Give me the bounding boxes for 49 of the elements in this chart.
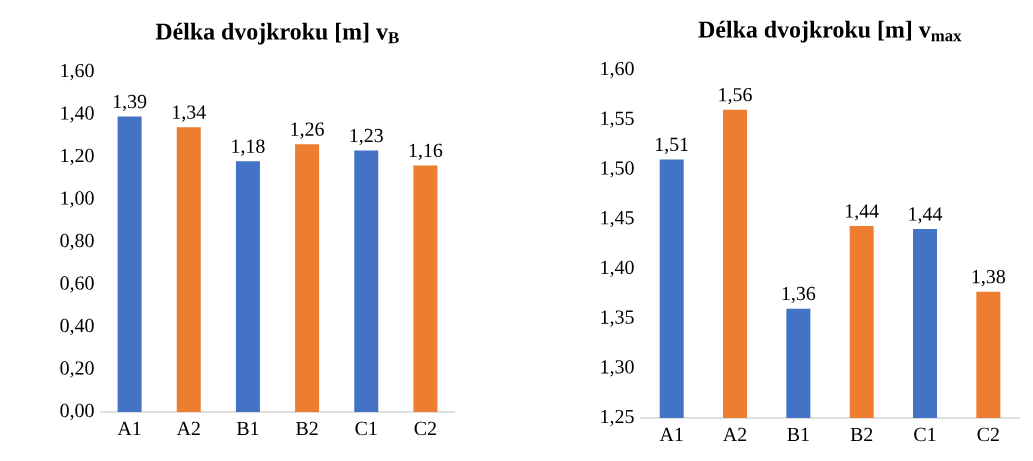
data-label: 1,56 <box>719 88 752 105</box>
y-tick-label: 1,30 <box>601 360 634 377</box>
y-tick-label: 1,50 <box>601 161 634 178</box>
bar <box>295 144 320 412</box>
data-label: 1,51 <box>655 137 688 154</box>
y-tick-label: 1,55 <box>601 111 634 128</box>
x-tick-label: A1 <box>659 427 683 441</box>
x-tick-label: B1 <box>236 421 259 435</box>
x-tick-label: C1 <box>914 427 936 442</box>
x-tick-label: B1 <box>787 427 809 441</box>
data-label: 1,39 <box>113 94 147 112</box>
x-tick-label: A2 <box>176 421 200 435</box>
y-tick-label: 0,40 <box>60 318 94 336</box>
data-label: 1,36 <box>782 286 816 304</box>
x-tick-label: C2 <box>977 427 999 442</box>
chart-title: Délka dvojkroku [m] v$_{max}$ <box>698 20 962 43</box>
y-tick-label: 1,60 <box>601 61 634 79</box>
x-tick-label: C2 <box>414 421 436 436</box>
data-label: 1,23 <box>350 128 383 146</box>
y-tick-label: 1,60 <box>61 63 94 81</box>
y-tick-label: 1,20 <box>61 148 94 166</box>
data-label: 1,26 <box>291 122 324 139</box>
y-tick-label: 1,35 <box>601 310 634 327</box>
data-label: 1,18 <box>232 139 265 156</box>
y-tick-label: 1,00 <box>61 191 94 208</box>
data-label: 1,44 <box>845 204 879 221</box>
bar <box>117 116 142 412</box>
data-label: 1,44 <box>909 207 943 224</box>
data-label: 1,16 <box>409 143 443 160</box>
x-tick-label: A2 <box>723 427 747 441</box>
y-tick-label: 0,20 <box>60 361 94 378</box>
y-tick-label: 1,25 <box>601 409 634 427</box>
bar <box>235 161 260 412</box>
x-tick-label: C1 <box>355 421 377 436</box>
y-tick-label: 0,60 <box>60 276 94 293</box>
bar <box>176 127 201 412</box>
x-tick-label: B2 <box>850 427 873 442</box>
y-tick-label: 1,45 <box>601 211 634 228</box>
chart-title: Délka dvojkroku [m] v$_{B}$ <box>155 22 399 45</box>
x-tick-label: B2 <box>296 421 318 436</box>
y-tick-label: 0,00 <box>60 403 94 421</box>
data-label: 1,34 <box>173 105 206 122</box>
y-tick-label: 0,80 <box>60 233 94 251</box>
y-tick-label: 1,40 <box>601 260 634 278</box>
bar <box>354 150 379 412</box>
bar <box>413 165 438 412</box>
data-label: 1,38 <box>972 269 1006 287</box>
y-tick-label: 1,40 <box>61 106 94 123</box>
x-tick-label: A1 <box>117 421 141 435</box>
